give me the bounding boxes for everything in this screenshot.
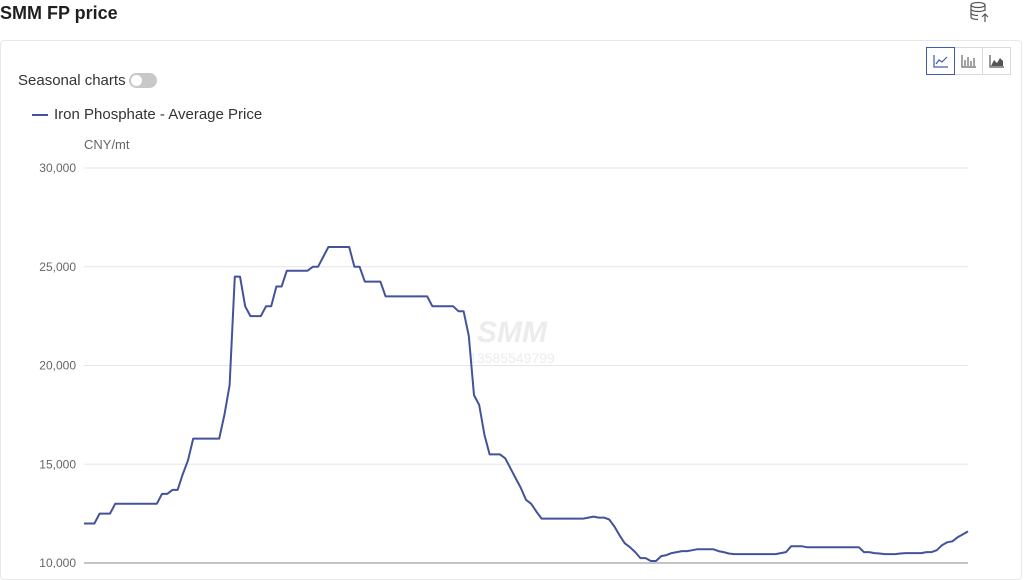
- seasonal-charts-toggle[interactable]: [128, 73, 157, 88]
- line-chart-icon: [932, 55, 948, 68]
- watermark-brand: SMM: [477, 316, 548, 349]
- y-tick-label: 25,000: [39, 260, 76, 274]
- y-tick-label: 15,000: [39, 457, 76, 471]
- bar-chart-icon: [960, 55, 976, 68]
- legend-label: Iron Phosphate - Average Price: [54, 106, 263, 123]
- legend-swatch: [32, 113, 48, 116]
- y-tick-label: 10,000: [39, 556, 76, 568]
- database-export-icon[interactable]: [968, 0, 992, 24]
- seasonal-charts-control: Seasonal charts: [18, 72, 157, 89]
- line-chart-button[interactable]: [926, 47, 955, 75]
- watermark-number: 13585549799: [469, 350, 555, 366]
- toggle-knob: [130, 75, 142, 86]
- seasonal-charts-label: Seasonal charts: [18, 72, 126, 89]
- area-chart-button[interactable]: [982, 47, 1011, 75]
- y-axis-unit: CNY/mt: [84, 137, 130, 152]
- y-tick-label: 30,000: [39, 161, 76, 175]
- area-chart-icon: [988, 55, 1004, 68]
- series-line: [84, 246, 969, 562]
- legend-item[interactable]: Iron Phosphate - Average Price: [32, 106, 262, 123]
- y-tick-label: 20,000: [39, 359, 76, 373]
- chart-type-switcher: [926, 47, 1011, 75]
- price-chart: 30,000 25,000 20,000 15,000 10,000 SMM1358554…: [39, 161, 969, 568]
- page-title: SMM FP price: [0, 3, 118, 23]
